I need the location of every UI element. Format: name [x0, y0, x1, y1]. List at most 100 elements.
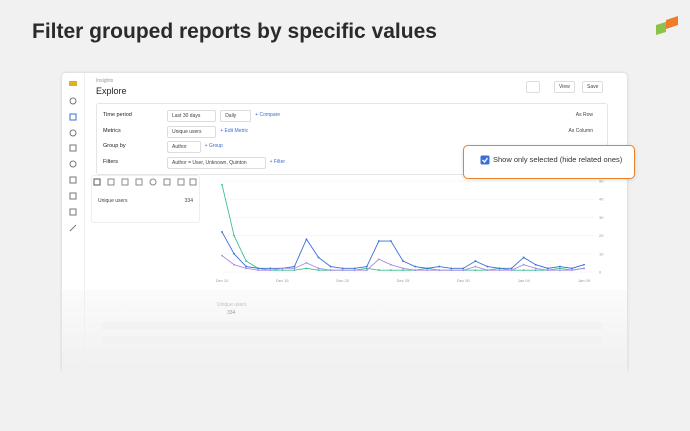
- x-tick-label: Dec 25: [397, 278, 410, 283]
- dropdown[interactable]: Last 30 days: [167, 110, 217, 122]
- data-point: [221, 183, 223, 186]
- row-label: Group by: [103, 143, 126, 149]
- data-point: [390, 240, 392, 242]
- callout-text: Show only selected (hide related ones): [493, 155, 623, 164]
- checkbox[interactable]: [480, 155, 490, 165]
- data-point: [293, 265, 296, 268]
- data-point: [317, 256, 320, 259]
- data-point: [329, 265, 332, 268]
- data-point: [474, 260, 477, 262]
- data-point: [558, 267, 561, 270]
- chart-toolbar: [93, 178, 197, 186]
- summary-value: 334: [184, 198, 193, 204]
- sidebar-icons: [69, 81, 77, 232]
- data-point: [317, 267, 320, 270]
- data-point: [245, 260, 248, 262]
- x-tick-label: Dec 10: [216, 278, 229, 283]
- y-tick-label: 0: [599, 270, 602, 275]
- summary-card: Unique users 334: [91, 175, 200, 223]
- data-point: [377, 240, 380, 242]
- data-point: [546, 269, 549, 272]
- add-action[interactable]: + Edit Metric: [220, 127, 249, 134]
- data-point: [390, 263, 392, 266]
- row-label: Time period: [103, 112, 132, 118]
- download-button[interactable]: [526, 81, 540, 93]
- breadcrumb: Insights: [96, 78, 114, 84]
- add-action[interactable]: + Filter: [269, 158, 286, 165]
- data-point: [233, 234, 235, 237]
- summary-metric: Unique users: [98, 198, 128, 204]
- y-tick-label: 50: [599, 179, 604, 184]
- data-point: [426, 267, 429, 270]
- data-point: [365, 267, 368, 270]
- data-point: [305, 267, 308, 270]
- data-point: [462, 269, 465, 272]
- dropdown[interactable]: Daily: [220, 110, 252, 122]
- data-point: [474, 269, 477, 272]
- data-point: [534, 267, 537, 270]
- data-point: [353, 269, 356, 272]
- layout-toggle[interactable]: As Row: [575, 112, 593, 118]
- row-label: Filters: [103, 158, 118, 165]
- layout-toggle[interactable]: As Column: [568, 127, 593, 134]
- data-point: [522, 256, 525, 259]
- line-series: [221, 184, 585, 271]
- data-point: [450, 269, 453, 272]
- data-point: [377, 269, 380, 272]
- data-point: [474, 265, 477, 268]
- data-point: [510, 269, 513, 272]
- line-chart: 0 10 20 30 40 50 Dec 10 Dec 15 Dec 20 Dec 25 Dec 3…: [216, 179, 605, 284]
- data-point: [341, 267, 344, 270]
- dropdown[interactable]: Author: [167, 141, 201, 153]
- dropdown[interactable]: Author = User, Unknown, Quinton: [167, 156, 266, 169]
- data-point: [281, 267, 284, 270]
- query-panel: Time period Last 30 days Daily + Compare As …: [96, 103, 608, 175]
- dropdown[interactable]: Unique users: [167, 125, 217, 138]
- data-point: [293, 267, 296, 270]
- data-point: [365, 265, 368, 268]
- data-point: [402, 269, 404, 272]
- row-label: Metrics: [103, 127, 121, 134]
- page-heading: Explore: [96, 86, 127, 96]
- data-point: [558, 265, 561, 268]
- save-button[interactable]: Save: [582, 81, 604, 93]
- logo: [656, 16, 678, 35]
- data-point: [233, 263, 235, 266]
- data-point: [438, 265, 441, 268]
- data-point: [293, 269, 296, 272]
- data-point: [390, 269, 392, 272]
- add-action[interactable]: + Compare: [255, 112, 281, 118]
- x-tick-label: Dec 15: [276, 278, 289, 283]
- data-point: [269, 269, 272, 272]
- y-tick-label: 40: [599, 197, 604, 202]
- data-point: [233, 252, 235, 255]
- x-tick-label: Jan 04: [518, 278, 531, 283]
- data-point: [414, 265, 416, 268]
- data-point: [317, 269, 320, 272]
- data-point: [534, 263, 537, 266]
- data-point: [377, 258, 380, 261]
- data-point: [486, 269, 489, 272]
- data-point: [571, 269, 573, 272]
- fade-overlay: [62, 290, 627, 380]
- data-point: [341, 269, 344, 272]
- data-point: [438, 269, 441, 272]
- data-point: [257, 267, 260, 270]
- data-point: [414, 269, 416, 272]
- data-point: [486, 265, 489, 268]
- data-point: [510, 267, 513, 270]
- x-tick-label: Dec 20: [336, 278, 349, 283]
- data-point: [571, 267, 573, 270]
- view-button[interactable]: View: [554, 81, 575, 93]
- data-point: [534, 269, 537, 272]
- data-point: [450, 267, 453, 270]
- data-point: [402, 267, 404, 270]
- add-action[interactable]: + Group: [204, 143, 223, 149]
- data-point: [245, 265, 248, 268]
- data-point: [462, 267, 465, 270]
- data-point: [546, 267, 549, 270]
- data-point: [558, 269, 561, 272]
- y-tick-label: 10: [599, 251, 604, 256]
- page-title: Filter grouped reports by specific value…: [32, 20, 437, 43]
